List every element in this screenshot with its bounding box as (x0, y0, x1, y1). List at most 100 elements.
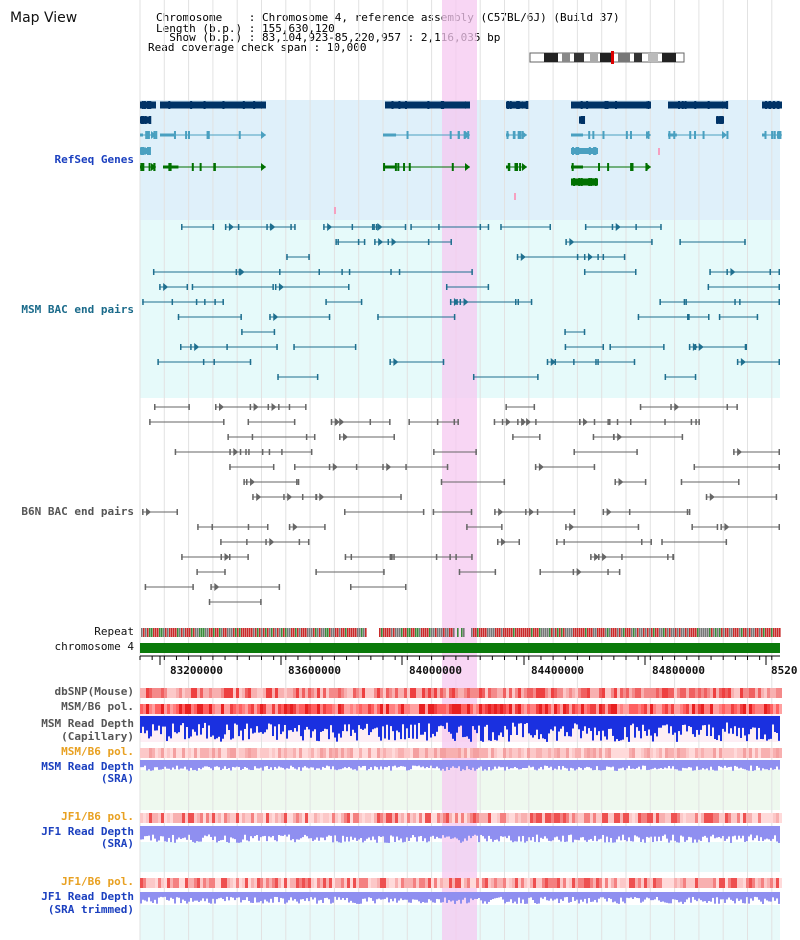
bac-end (422, 509, 425, 515)
bac-end (593, 419, 596, 425)
depth-bar (480, 716, 482, 741)
gene-exon (238, 131, 241, 139)
gene-arrow (646, 101, 651, 109)
depth-bar (162, 892, 164, 898)
depth-bar (580, 826, 582, 838)
heat-cell (707, 688, 710, 698)
repeat-mark (765, 628, 767, 637)
bac-end (733, 449, 735, 455)
track-label-msm-b6-pol[interactable]: MSM/B6 pol. (61, 700, 134, 713)
depth-bar (570, 716, 572, 737)
heat-cell (722, 748, 725, 758)
heat-cell (764, 878, 767, 888)
depth-bar (522, 826, 524, 836)
heat-cell (350, 704, 353, 714)
depth-bar (218, 716, 220, 737)
bac-end (720, 524, 722, 530)
track-label-msm-b6-pol-2[interactable]: MSM/B6 pol. (61, 745, 134, 758)
bac-end (512, 434, 514, 440)
depth-bar (568, 892, 570, 903)
repeat-mark (695, 628, 697, 637)
heat-cell (404, 704, 407, 714)
track-label-b6n-bac[interactable]: B6N BAC end pairs (21, 505, 134, 518)
depth-bar (304, 760, 306, 767)
heat-cell (284, 704, 287, 714)
depth-bar (642, 760, 644, 766)
depth-bar (276, 826, 278, 842)
heat-cell (368, 878, 371, 888)
depth-bar (258, 760, 260, 769)
heat-cell (206, 748, 209, 758)
repeat-mark (175, 628, 177, 637)
heat-cell (590, 748, 593, 758)
depth-bar (416, 892, 418, 900)
heat-cell (413, 878, 416, 888)
heat-cell (713, 878, 716, 888)
repeat-mark (161, 628, 163, 637)
depth-bar (392, 826, 394, 837)
heat-cell (440, 688, 443, 698)
depth-bar (664, 892, 666, 903)
depth-bar (708, 892, 710, 902)
repeat-mark (309, 628, 311, 637)
heat-cell (224, 813, 227, 823)
depth-bar (502, 716, 504, 737)
depth-bar (304, 826, 306, 835)
heat-cell (365, 748, 368, 758)
bac-end (501, 524, 503, 530)
depth-bar (502, 892, 504, 900)
bac-end (565, 524, 567, 530)
gene-exon (394, 163, 397, 171)
heat-cell (719, 748, 722, 758)
heat-cell (305, 748, 308, 758)
heat-cell (440, 748, 443, 758)
depth-bar (644, 826, 646, 843)
track-label-jf1-depth-sra[interactable]: JF1 Read Depth (41, 825, 134, 838)
depth-bar (776, 716, 778, 733)
track-label-refseq[interactable]: RefSeq Genes (54, 153, 134, 166)
depth-bar (410, 760, 412, 770)
depth-bar (256, 760, 258, 769)
heat-cell (239, 813, 242, 823)
track-label-jf1-depth-trim[interactable]: JF1 Read Depth (41, 890, 134, 903)
depth-bar (190, 892, 192, 899)
depth-bar (580, 760, 582, 769)
heat-cell (413, 813, 416, 823)
depth-bar (422, 826, 424, 842)
heat-cell (170, 813, 173, 823)
track-label-msm-depth-cap[interactable]: MSM Read Depth (41, 717, 134, 730)
heat-cell (386, 878, 389, 888)
depth-bar (384, 716, 386, 739)
track-label-msm-depth-sra[interactable]: MSM Read Depth (41, 760, 134, 773)
track-label-repeat[interactable]: Repeat (94, 625, 134, 638)
gene-exon (403, 163, 406, 171)
heat-cell (527, 688, 530, 698)
depth-bar (276, 892, 278, 898)
depth-bar (634, 716, 636, 738)
depth-bar (776, 826, 778, 842)
depth-bar (482, 760, 484, 771)
heat-cell (287, 878, 290, 888)
track-label-jf1-b6-pol-2[interactable]: JF1/B6 pol. (61, 875, 134, 888)
track-label-msm-bac[interactable]: MSM BAC end pairs (21, 303, 134, 316)
bac-end (494, 569, 497, 575)
depth-bar (554, 716, 556, 727)
heat-cell (752, 688, 755, 698)
depth-bar (358, 760, 360, 767)
heat-cell (407, 878, 410, 888)
depth-bar (354, 892, 356, 903)
depth-bar (630, 826, 632, 842)
depth-bar (620, 892, 622, 898)
depth-bar (672, 760, 674, 767)
depth-bar (446, 892, 448, 903)
depth-bar (248, 760, 250, 770)
repeat-mark (601, 628, 603, 637)
depth-bar (614, 892, 616, 902)
depth-bar (146, 760, 148, 771)
depth-bar (498, 892, 500, 898)
track-label-dbsnp[interactable]: dbSNP(Mouse) (54, 685, 134, 698)
depth-bar (522, 716, 524, 738)
track-label-jf1-b6-pol[interactable]: JF1/B6 pol. (61, 810, 134, 823)
bac-end (539, 434, 541, 440)
